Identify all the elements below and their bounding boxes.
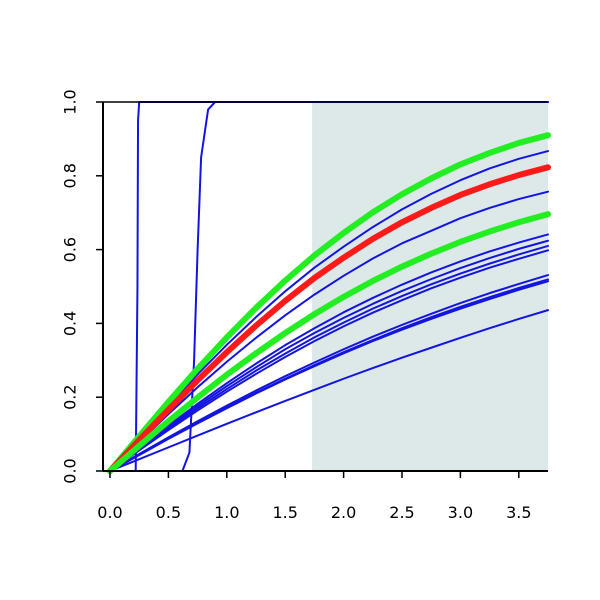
x-tick-label-7: 3.5 xyxy=(506,503,531,522)
y-tick-label-3: 0.6 xyxy=(61,237,80,262)
series-line-blue-5 xyxy=(109,233,549,472)
x-tick-label-6: 3.0 xyxy=(448,503,473,522)
y-tick-label-1: 0.2 xyxy=(61,384,80,409)
axes-layer: 0.0 0.5 1.0 1.5 2.0 2.5 3.0 3.5 0.0 0.2 0.4 0.6 0.8 1… xyxy=(61,89,548,522)
y-tick-label-2: 0.4 xyxy=(61,311,80,336)
series-line-blue-2 xyxy=(109,101,549,472)
series-layer xyxy=(107,101,551,474)
y-tick-label-0: 0.0 xyxy=(61,458,80,483)
y-tick-label-4: 0.8 xyxy=(61,163,80,188)
x-tick-label-3: 1.5 xyxy=(272,503,297,522)
series-line-green-15 xyxy=(107,211,551,474)
x-tick-label-1: 0.5 xyxy=(156,503,181,522)
series-line-red-14 xyxy=(107,164,551,474)
series-line-green-13 xyxy=(107,132,551,474)
series-line-blue-11 xyxy=(109,280,549,472)
series-line-blue-8 xyxy=(109,249,549,472)
y-tick-label-5: 1.0 xyxy=(61,89,80,114)
x-tick-label-2: 1.0 xyxy=(214,503,239,522)
series-line-blue-7 xyxy=(109,244,549,472)
series-line-blue-9 xyxy=(109,274,549,472)
x-tick-label-5: 2.5 xyxy=(389,503,414,522)
series-line-blue-4 xyxy=(109,190,549,472)
series-line-blue-6 xyxy=(109,239,549,472)
x-tick-label-0: 0.0 xyxy=(97,503,122,522)
series-line-blue-12 xyxy=(109,309,549,472)
x-tick-label-4: 2.0 xyxy=(331,503,356,522)
